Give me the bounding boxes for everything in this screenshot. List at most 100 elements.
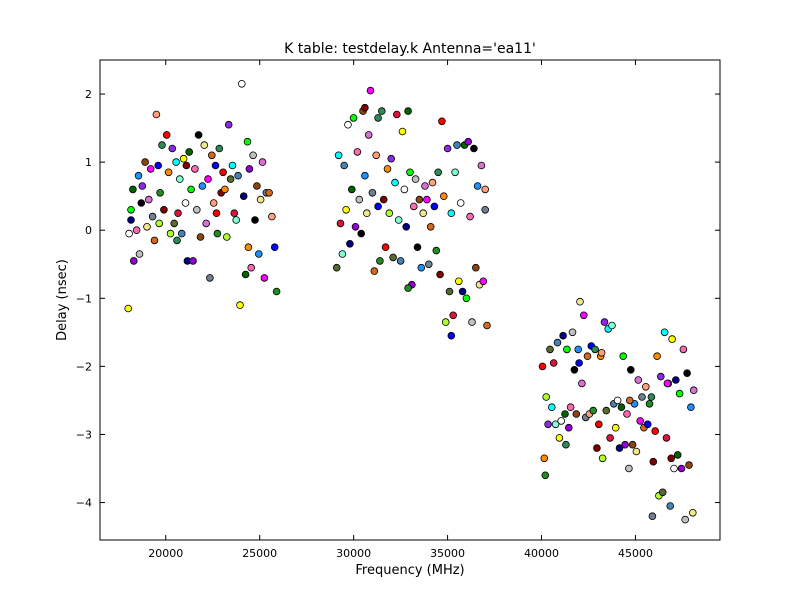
data-point bbox=[443, 144, 452, 153]
data-point bbox=[688, 508, 697, 517]
data-point bbox=[568, 328, 577, 337]
data-point bbox=[638, 393, 646, 401]
data-point bbox=[176, 175, 184, 183]
data-point bbox=[466, 212, 474, 221]
data-point bbox=[462, 294, 471, 303]
data-point bbox=[135, 250, 144, 258]
y-tick-label: −1 bbox=[76, 292, 92, 305]
data-point bbox=[370, 267, 379, 275]
data-point bbox=[438, 117, 446, 126]
data-point bbox=[406, 168, 414, 177]
data-point bbox=[347, 185, 356, 194]
data-point bbox=[129, 185, 137, 194]
data-point bbox=[449, 311, 458, 320]
data-point bbox=[471, 263, 480, 272]
data-point bbox=[477, 161, 486, 170]
data-point bbox=[447, 331, 456, 340]
plot-area-frame bbox=[99, 59, 721, 541]
data-point bbox=[617, 403, 626, 412]
data-point bbox=[254, 250, 263, 258]
data-point bbox=[245, 165, 254, 173]
data-point bbox=[177, 229, 186, 238]
data-point bbox=[256, 195, 265, 204]
data-point bbox=[689, 386, 698, 395]
data-point bbox=[224, 120, 233, 129]
data-point bbox=[143, 223, 151, 231]
data-point bbox=[265, 189, 273, 197]
data-point bbox=[589, 406, 597, 415]
data-point bbox=[172, 158, 180, 166]
data-point bbox=[641, 382, 650, 391]
data-point bbox=[168, 144, 177, 153]
data-point bbox=[673, 451, 682, 459]
data-point bbox=[189, 257, 197, 265]
data-point bbox=[156, 189, 164, 197]
data-point bbox=[683, 369, 691, 378]
data-point bbox=[623, 410, 631, 418]
data-point bbox=[361, 171, 369, 180]
data-point bbox=[376, 257, 384, 265]
data-point bbox=[234, 171, 242, 180]
data-point bbox=[645, 399, 654, 408]
data-point bbox=[540, 454, 549, 463]
data-point bbox=[137, 199, 146, 207]
data-point bbox=[404, 284, 412, 292]
data-point bbox=[338, 250, 347, 258]
data-point bbox=[547, 403, 556, 412]
data-point bbox=[124, 304, 132, 313]
y-tick-label: −2 bbox=[76, 360, 92, 373]
data-point bbox=[219, 168, 227, 177]
data-point bbox=[221, 185, 229, 194]
data-point bbox=[193, 206, 201, 214]
data-point bbox=[353, 148, 362, 156]
data-point bbox=[413, 243, 422, 252]
x-tick-label: 25000 bbox=[242, 547, 277, 560]
data-point bbox=[597, 348, 606, 357]
data-point bbox=[668, 335, 676, 343]
y-tick-label: 2 bbox=[85, 88, 92, 101]
data-point bbox=[653, 352, 661, 361]
data-point bbox=[445, 287, 454, 296]
data-point bbox=[572, 410, 581, 418]
data-point bbox=[374, 114, 382, 122]
data-point bbox=[423, 195, 431, 204]
data-point bbox=[342, 206, 350, 214]
data-point bbox=[249, 151, 257, 160]
data-point bbox=[660, 328, 669, 337]
data-point bbox=[546, 345, 554, 354]
data-point bbox=[198, 182, 207, 190]
data-point bbox=[625, 464, 633, 473]
data-point bbox=[687, 403, 695, 412]
data-point bbox=[421, 182, 429, 190]
data-point bbox=[158, 141, 166, 149]
data-point bbox=[473, 182, 482, 190]
data-point bbox=[468, 318, 476, 326]
data-point bbox=[439, 192, 448, 201]
data-point bbox=[551, 420, 560, 429]
y-axis-label: Delay (nsec) bbox=[55, 259, 70, 341]
data-point bbox=[154, 161, 163, 170]
data-point bbox=[608, 321, 616, 330]
data-point bbox=[464, 137, 473, 146]
data-point bbox=[336, 219, 345, 228]
data-point bbox=[557, 417, 565, 425]
data-point bbox=[164, 168, 173, 177]
data-point bbox=[667, 454, 675, 463]
data-point bbox=[166, 229, 175, 238]
data-point bbox=[361, 103, 369, 112]
data-point bbox=[187, 185, 195, 194]
data-point bbox=[456, 199, 465, 207]
data-point bbox=[411, 175, 420, 183]
data-point bbox=[430, 202, 439, 211]
data-point bbox=[619, 352, 627, 361]
data-point bbox=[562, 440, 570, 449]
data-point bbox=[651, 427, 659, 435]
data-point bbox=[181, 199, 190, 207]
data-point bbox=[247, 263, 256, 272]
data-point bbox=[152, 110, 161, 119]
data-point bbox=[670, 464, 678, 473]
data-point bbox=[483, 321, 491, 330]
data-point bbox=[385, 209, 394, 218]
data-point bbox=[419, 209, 428, 218]
